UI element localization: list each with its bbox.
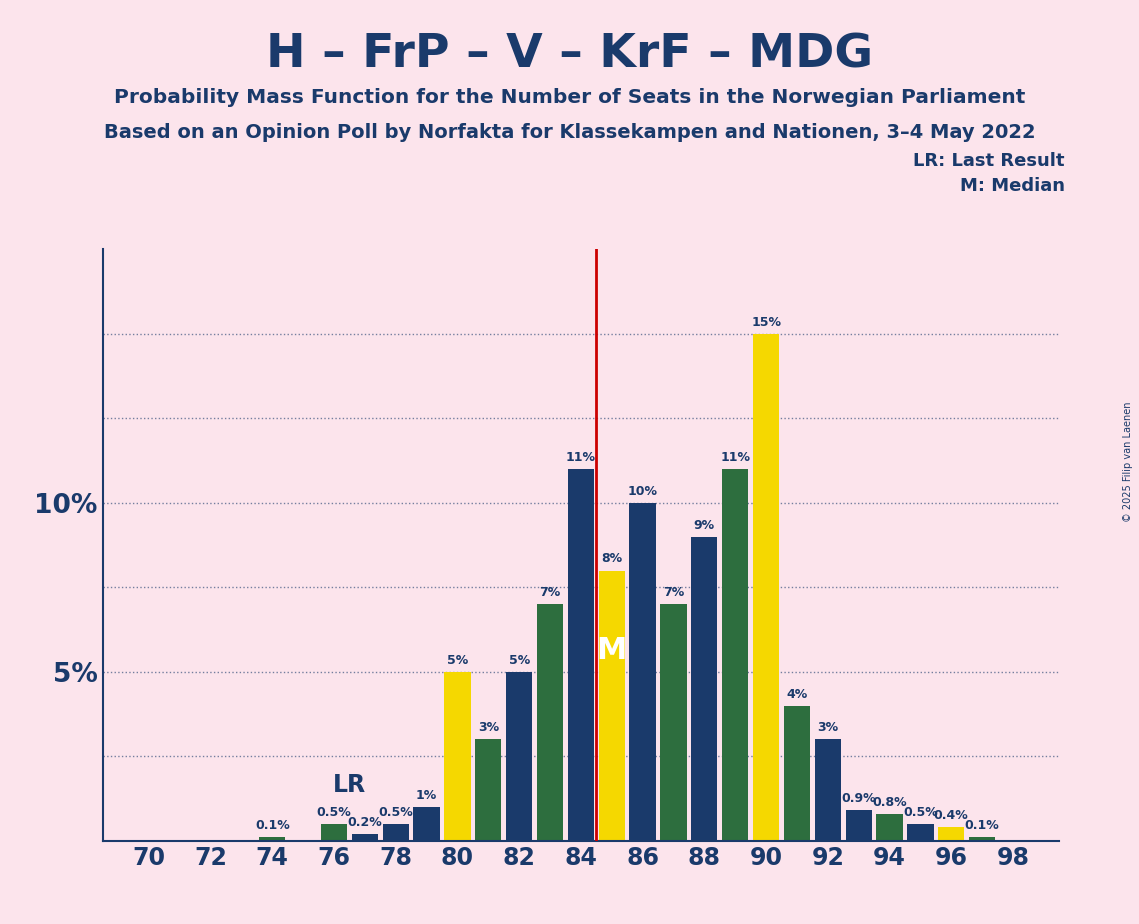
Text: 11%: 11% bbox=[566, 451, 596, 464]
Bar bbox=[753, 334, 779, 841]
Bar bbox=[908, 824, 934, 841]
Text: © 2025 Filip van Laenen: © 2025 Filip van Laenen bbox=[1123, 402, 1132, 522]
Text: 8%: 8% bbox=[601, 553, 622, 565]
Text: 3%: 3% bbox=[477, 722, 499, 735]
Text: 15%: 15% bbox=[751, 316, 781, 329]
Text: 5%: 5% bbox=[446, 654, 468, 667]
Bar bbox=[876, 814, 902, 841]
Text: 0.2%: 0.2% bbox=[347, 816, 383, 829]
Text: 0.4%: 0.4% bbox=[934, 809, 968, 822]
Bar bbox=[475, 739, 501, 841]
Text: M: Median: M: Median bbox=[960, 177, 1065, 195]
Text: 0.5%: 0.5% bbox=[903, 806, 937, 819]
Text: 1%: 1% bbox=[416, 789, 437, 802]
Text: 0.1%: 0.1% bbox=[965, 820, 1000, 833]
Bar bbox=[784, 706, 810, 841]
Text: Based on an Opinion Poll by Norfakta for Klassekampen and Nationen, 3–4 May 2022: Based on an Opinion Poll by Norfakta for… bbox=[104, 123, 1035, 142]
Bar bbox=[969, 837, 995, 841]
Text: M: M bbox=[597, 636, 626, 665]
Bar bbox=[691, 537, 718, 841]
Bar bbox=[599, 570, 625, 841]
Bar bbox=[722, 469, 748, 841]
Text: 4%: 4% bbox=[786, 687, 808, 700]
Bar bbox=[630, 503, 656, 841]
Bar bbox=[536, 604, 563, 841]
Bar bbox=[260, 837, 286, 841]
Text: Probability Mass Function for the Number of Seats in the Norwegian Parliament: Probability Mass Function for the Number… bbox=[114, 88, 1025, 107]
Text: 0.1%: 0.1% bbox=[255, 820, 289, 833]
Text: 10%: 10% bbox=[628, 485, 657, 498]
Text: 7%: 7% bbox=[663, 586, 685, 600]
Text: 0.9%: 0.9% bbox=[842, 793, 876, 806]
Bar bbox=[814, 739, 841, 841]
Bar bbox=[413, 807, 440, 841]
Text: 0.5%: 0.5% bbox=[378, 806, 413, 819]
Bar bbox=[444, 672, 470, 841]
Bar bbox=[383, 824, 409, 841]
Text: LR: Last Result: LR: Last Result bbox=[913, 152, 1065, 170]
Text: 11%: 11% bbox=[720, 451, 751, 464]
Text: 7%: 7% bbox=[540, 586, 560, 600]
Text: 0.8%: 0.8% bbox=[872, 796, 907, 808]
Text: 3%: 3% bbox=[818, 722, 838, 735]
Bar bbox=[845, 810, 871, 841]
Text: LR: LR bbox=[333, 772, 366, 796]
Bar bbox=[939, 827, 965, 841]
Text: 0.5%: 0.5% bbox=[317, 806, 351, 819]
Bar bbox=[567, 469, 595, 841]
Bar bbox=[352, 834, 378, 841]
Text: H – FrP – V – KrF – MDG: H – FrP – V – KrF – MDG bbox=[265, 32, 874, 78]
Bar bbox=[321, 824, 347, 841]
Text: 9%: 9% bbox=[694, 518, 715, 531]
Bar bbox=[506, 672, 532, 841]
Text: 5%: 5% bbox=[508, 654, 530, 667]
Bar bbox=[661, 604, 687, 841]
